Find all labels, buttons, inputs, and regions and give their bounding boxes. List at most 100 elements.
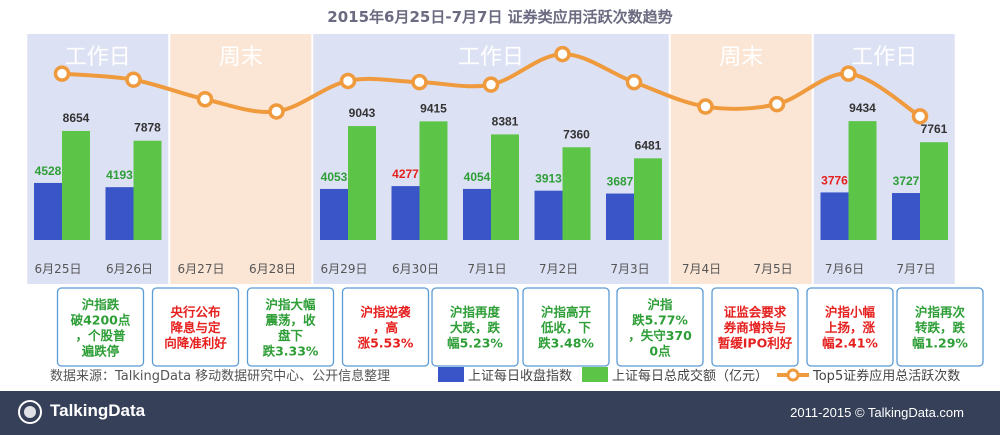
footer-logo-text: TalkingData [50,401,146,420]
annotation-box-1 [151,287,240,367]
activity-point-8 [625,73,643,91]
x-tick-2: 6月27日 [178,262,225,276]
annotation-box-0 [56,287,145,367]
activity-point-12 [911,108,929,125]
index-bar-4 [320,188,348,240]
annotation-text-6: 沪指跌5.77%，失守370 0点 [628,297,692,359]
index-bar-label-12: 3727 [893,174,920,188]
index-bar-label-11: 3776 [821,173,848,187]
activity-point-9 [697,98,714,115]
index-bar-12 [892,193,920,240]
talkingdata-logo-icon [18,400,42,424]
index-bar-label-8: 3687 [607,175,634,189]
index-bar-6 [463,188,491,240]
volume-bar-1 [133,140,162,240]
index-bar-label-6: 4054 [464,170,491,184]
activity-point-0 [53,65,71,82]
legend-swatch-volume [582,367,608,382]
volume-bar-label-12: 7761 [921,122,948,136]
annotation-text-5: 沪指高开低收，下跌3.48% [538,305,594,351]
volume-bar-label-11: 9434 [849,101,876,115]
period-label-2: 工作日 [458,45,524,70]
x-tick-12: 7月7日 [896,262,935,276]
volume-bar-7 [562,147,591,240]
index-bar-1 [105,187,134,240]
legend-swatch-index [438,367,464,382]
volume-bar-label-6: 8381 [492,114,519,128]
legend-label-activity: Top5证券应用总活跃次数 [812,368,960,384]
annotation-text-7: 证监会要求券商增持与暂缓IPO利好 [718,305,793,351]
activity-point-3 [268,103,285,120]
bar-layer: 4528 8654 4193 7878 4053 9043 4277 9415 4054 8381… [34,101,948,240]
period-label-0: 工作日 [65,45,131,70]
x-tick-11: 7月6日 [825,262,864,276]
period-bg-1 [170,34,312,284]
period-label-4: 工作日 [851,45,917,70]
annotation-box-3 [341,287,430,367]
index-bar-0 [34,182,62,240]
footer-copyright: 2011-2015 © TalkingData.com [790,405,964,420]
annotation-text-9: 沪指再次转跌，跌幅1.29% [912,305,968,351]
legend-marker-activity [786,368,800,382]
x-tick-7: 7月2日 [539,262,578,276]
x-tick-0: 6月25日 [35,262,82,276]
index-bar-label-4: 4053 [321,170,348,184]
annotation-box-7 [711,287,799,367]
annotation-text-2: 沪指大幅震荡，收盘下跌3.33% [263,297,319,359]
volume-bar-label-5: 9415 [420,101,447,115]
annotation-box-5 [522,287,610,367]
x-tick-10: 7月5日 [753,262,792,276]
x-tick-3: 6月28日 [249,262,296,276]
index-bar-label-1: 4193 [106,168,133,182]
annotation-text-1: 央行公布降息与定向降准利好 [164,305,227,351]
x-tick-8: 7月3日 [610,262,649,276]
volume-bar-12 [920,142,948,240]
footer-bar: TalkingData 2011-2015 © TalkingData.com [0,391,1000,435]
legend-label-volume: 上证每日总成交额（亿元） [612,368,768,384]
volume-bar-6 [491,134,519,240]
activity-point-10 [768,95,786,113]
activity-point-1 [125,71,142,88]
x-tick-5: 6月30日 [392,262,439,276]
source-note: 数据来源：TalkingData 移动数据研究中心、公开信息整理 [50,368,390,384]
index-bar-8 [606,193,634,240]
period-bg-3 [670,34,812,284]
x-tick-1: 6月26日 [106,262,153,276]
volume-bar-label-0: 8654 [63,111,90,125]
period-label-3: 周末 [719,45,763,70]
activity-point-4 [339,72,357,90]
line-layer [53,45,929,125]
annotation-text-4: 沪指再度大跌，跌幅5.23% [447,305,503,351]
x-tick-layer: 6月25日 6月26日 6月27日 6月28日 6月29日 6月30日 7月1日 7月2日 7月… [35,262,936,276]
index-bar-5 [391,186,420,240]
volume-bar-5 [419,121,448,240]
volume-bar-label-4: 9043 [349,106,376,120]
x-tick-6: 7月1日 [467,262,506,276]
period-background-layer [27,34,955,284]
activity-point-11 [840,65,857,82]
volume-bar-11 [848,121,877,240]
index-bar-label-5: 4277 [392,167,419,181]
index-bar-label-7: 3913 [535,172,562,186]
volume-bar-8 [634,158,662,240]
annotation-box-4 [431,287,519,367]
index-bar-label-0: 4528 [35,164,62,178]
volume-bar-label-1: 7878 [134,121,161,135]
activity-point-5 [411,73,428,91]
annotation-text-3: 沪指逆袭，高涨5.53% [358,305,414,351]
volume-bar-label-8: 6481 [635,138,662,152]
index-bar-11 [820,192,849,240]
activity-point-6 [482,76,500,93]
annotation-text-8: 沪指小幅上扬，涨幅2.41% [822,305,878,351]
period-label-1: 周末 [219,45,263,70]
chart-title: 2015年6月25日-7月7日 证券类应用活跃次数趋势 [327,8,672,26]
volume-bar-label-7: 7360 [563,127,590,141]
annotation-box-6 [616,287,704,367]
annotation-box-9 [896,287,984,367]
x-tick-4: 6月29日 [321,262,368,276]
annotation-box-2 [246,287,335,367]
index-bar-7 [534,190,563,240]
x-tick-9: 7月4日 [682,262,721,276]
legend-label-index: 上证每日收盘指数 [468,368,572,384]
